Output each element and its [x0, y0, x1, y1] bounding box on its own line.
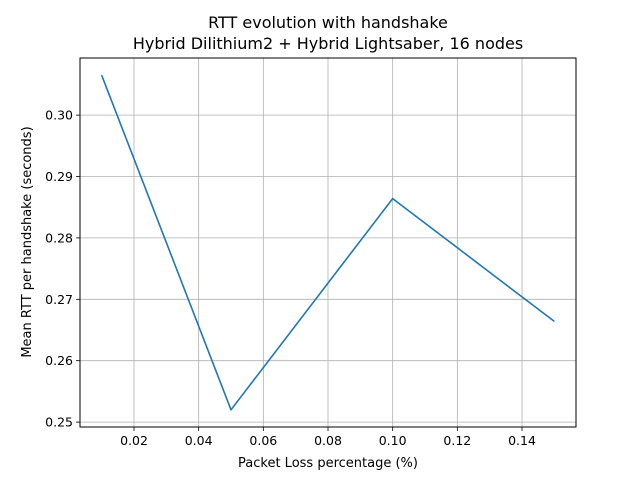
- x-tick-label: 0.02: [120, 433, 148, 448]
- x-tick-label: 0.14: [508, 433, 536, 448]
- x-tick-label: 0.06: [249, 433, 277, 448]
- x-tick-label: 0.12: [443, 433, 471, 448]
- y-axis-ticks: 0.25 0.26 0.27 0.28 0.29 0.30: [45, 108, 80, 430]
- x-tick-label: 0.04: [185, 433, 213, 448]
- y-axis-label: Mean RTT per handshake (seconds): [20, 126, 35, 357]
- y-tick-label: 0.28: [45, 230, 73, 245]
- series-group: [100, 74, 555, 411]
- chart-title: RTT evolution with handshake: [208, 13, 448, 32]
- x-tick-label: 0.10: [379, 433, 407, 448]
- x-tick-label: 0.08: [314, 433, 342, 448]
- series-line: [100, 74, 555, 411]
- x-axis-ticks: 0.02 0.04 0.06 0.08 0.10 0.12 0.14: [120, 427, 536, 448]
- grid-lines: [80, 58, 576, 427]
- y-tick-label: 0.29: [45, 169, 73, 184]
- y-tick-label: 0.26: [45, 353, 73, 368]
- y-tick-label: 0.25: [45, 415, 73, 430]
- y-tick-label: 0.30: [45, 108, 73, 123]
- y-tick-label: 0.27: [45, 292, 73, 307]
- x-axis-label: Packet Loss percentage (%): [238, 456, 418, 471]
- chart-subtitle: Hybrid Dilithium2 + Hybrid Lightsaber, 1…: [133, 34, 523, 53]
